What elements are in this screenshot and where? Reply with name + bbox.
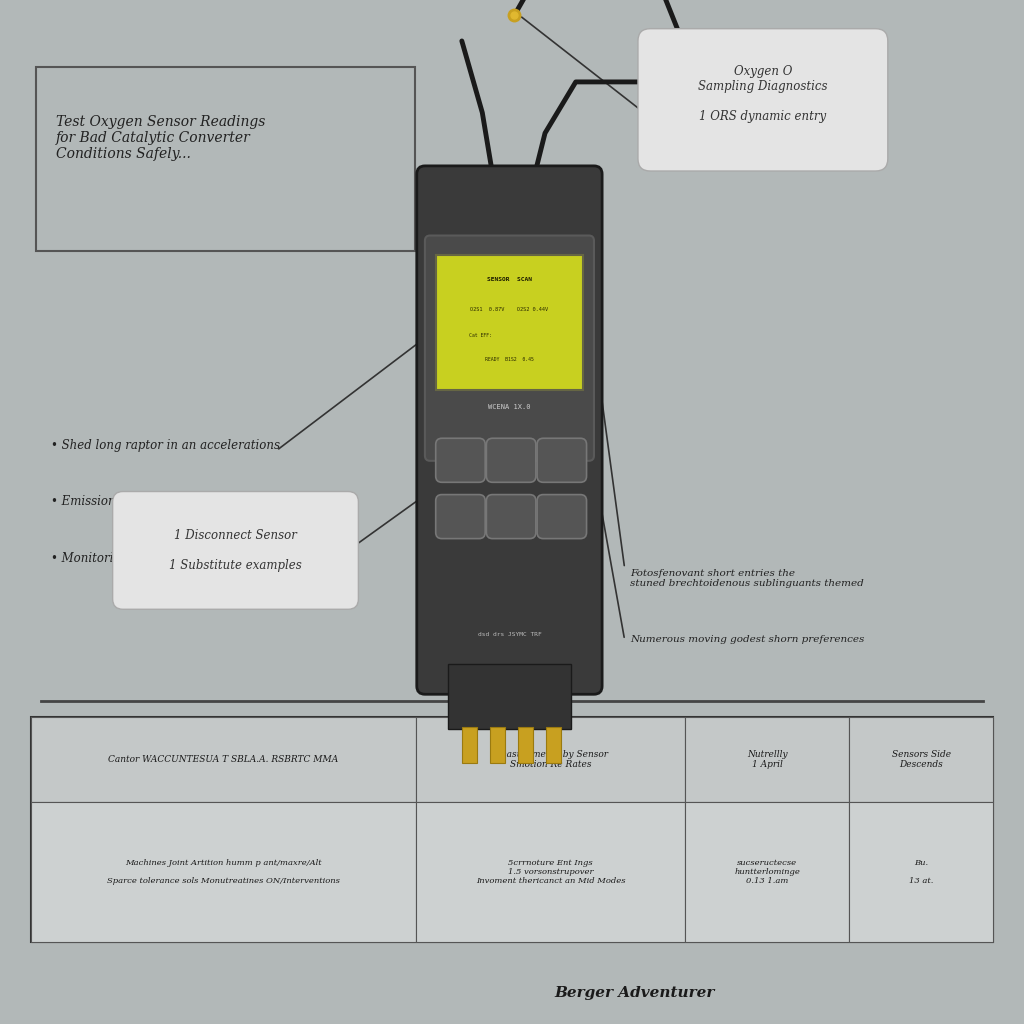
Text: Test Oxygen Sensor Readings
for Bad Catalytic Converter
Conditions Safely...: Test Oxygen Sensor Readings for Bad Cata… bbox=[56, 115, 265, 161]
Bar bbox=[416, 803, 685, 942]
Text: • Emissions all scenario subtypes: • Emissions all scenario subtypes bbox=[51, 496, 251, 508]
Bar bbox=[849, 717, 993, 803]
Bar bbox=[849, 803, 993, 942]
Bar bbox=[31, 803, 416, 942]
Text: Oxygen O
Sampling Diagnostics

1 ORS dynamic entry: Oxygen O Sampling Diagnostics 1 ORS dyna… bbox=[698, 65, 827, 123]
FancyBboxPatch shape bbox=[417, 166, 602, 694]
Bar bbox=[685, 803, 849, 942]
Bar bbox=[518, 727, 534, 763]
FancyBboxPatch shape bbox=[638, 29, 888, 171]
Text: • Monitoring parameter Among services: • Monitoring parameter Among services bbox=[51, 552, 293, 564]
Text: Cat EFF:: Cat EFF: bbox=[469, 334, 492, 338]
Bar bbox=[462, 727, 477, 763]
FancyBboxPatch shape bbox=[436, 255, 583, 390]
Text: O2S1  0.87V    O2S2 0.44V: O2S1 0.87V O2S2 0.44V bbox=[470, 307, 549, 311]
Text: WCENA 1X.0: WCENA 1X.0 bbox=[488, 404, 530, 410]
Bar bbox=[416, 717, 685, 803]
Text: Machines Joint Artition humm p ant/maxre/Alt

Sparce tolerance sols Monutreatine: Machines Joint Artition humm p ant/maxre… bbox=[106, 859, 340, 886]
FancyBboxPatch shape bbox=[537, 495, 587, 539]
Bar bbox=[685, 717, 849, 803]
Text: dsd drs JSYMC TRF: dsd drs JSYMC TRF bbox=[477, 633, 542, 637]
Text: READY  B1S2  0.45: READY B1S2 0.45 bbox=[485, 357, 534, 362]
FancyBboxPatch shape bbox=[486, 495, 536, 539]
FancyBboxPatch shape bbox=[486, 438, 536, 482]
FancyBboxPatch shape bbox=[436, 495, 485, 539]
FancyBboxPatch shape bbox=[537, 438, 587, 482]
Text: sucseructecse
huntterlominge
0.13 1.am: sucseructecse huntterlominge 0.13 1.am bbox=[734, 859, 800, 886]
Bar bbox=[546, 727, 561, 763]
Text: Nutrellly
1 April: Nutrellly 1 April bbox=[746, 750, 787, 769]
Text: Numerous moving godest shorn preferences: Numerous moving godest shorn preferences bbox=[630, 636, 864, 644]
FancyBboxPatch shape bbox=[449, 664, 570, 729]
FancyBboxPatch shape bbox=[36, 67, 415, 251]
Text: Fotosfenovant short entries the
stuned brechtoidenous sublinguants themed: Fotosfenovant short entries the stuned b… bbox=[630, 569, 863, 588]
Text: Measurements by Sensor
Smotion Re Rates: Measurements by Sensor Smotion Re Rates bbox=[493, 750, 608, 769]
Text: 5crrnoture Ent Ings
1.5 vorsonstrupover
Invoment thericanct an Mid Modes: 5crrnoture Ent Ings 1.5 vorsonstrupover … bbox=[476, 859, 626, 886]
FancyBboxPatch shape bbox=[425, 236, 594, 461]
Text: Sensors Side
Descends: Sensors Side Descends bbox=[892, 750, 950, 769]
Text: • Shed long raptor in an accelerations: • Shed long raptor in an accelerations bbox=[51, 439, 281, 452]
Text: SENSOR  SCAN: SENSOR SCAN bbox=[487, 278, 531, 283]
Bar bbox=[490, 727, 505, 763]
Bar bbox=[31, 717, 416, 803]
Text: Cantor WACCUNTESUA T SBLA.A. RSBRTC MMA: Cantor WACCUNTESUA T SBLA.A. RSBRTC MMA bbox=[109, 755, 338, 764]
FancyBboxPatch shape bbox=[113, 492, 358, 609]
FancyBboxPatch shape bbox=[436, 438, 485, 482]
Text: Berger Adventurer: Berger Adventurer bbox=[555, 986, 715, 1000]
Text: Bu.

13 at.: Bu. 13 at. bbox=[909, 859, 933, 886]
Text: 1 Disconnect Sensor

1 Substitute examples: 1 Disconnect Sensor 1 Substitute example… bbox=[169, 529, 302, 571]
Bar bbox=[31, 717, 993, 942]
